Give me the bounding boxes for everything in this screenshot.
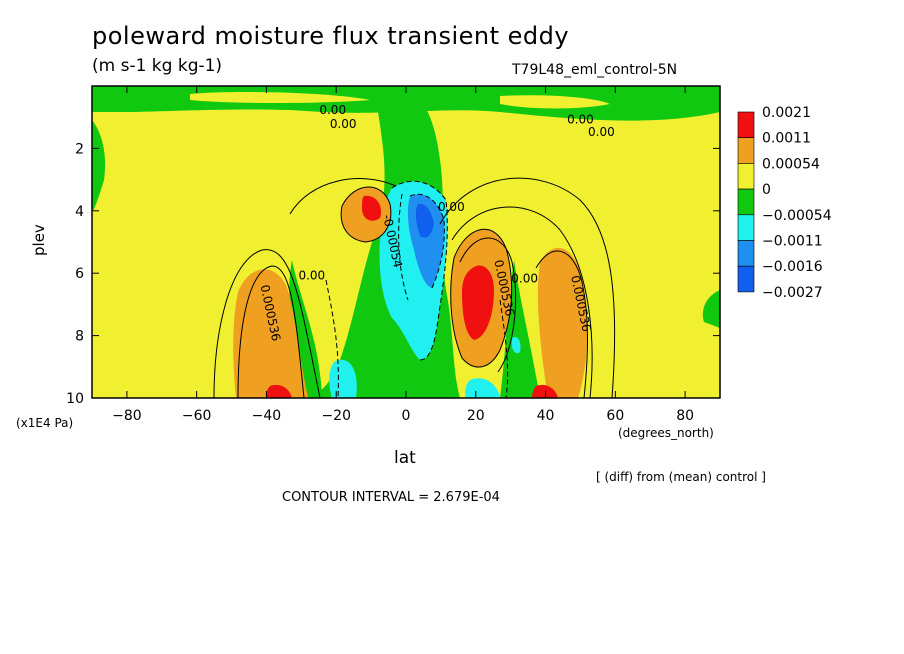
colorbar-label: 0.00054 <box>762 156 820 172</box>
region-positive-top-left <box>190 92 370 103</box>
diff-note: [ (diff) from (mean) control ] <box>596 470 766 484</box>
chart-units: (m s-1 kg kg-1) <box>92 56 223 76</box>
colorbar: 0.0021 0.0011 0.00054 0 −0.00054 −0.0011 −0.00… <box>737 105 832 301</box>
colorbar-swatch <box>737 111 755 139</box>
x-tick-label: −20 <box>321 408 351 424</box>
colorbar-label: 0 <box>762 182 771 198</box>
colorbar-label: 0.0011 <box>762 131 811 147</box>
region-orange-left <box>233 269 308 398</box>
colorbar-swatch <box>737 163 755 190</box>
contour-line <box>340 186 392 243</box>
colorbar-label: −0.00054 <box>762 208 832 224</box>
y-tick-label: 8 <box>75 329 84 345</box>
x-tick-label: −40 <box>252 408 282 424</box>
x-tick-label: 80 <box>676 408 694 424</box>
colorbar-swatch <box>737 188 755 216</box>
chart-title: poleward moisture flux transient eddy <box>92 22 570 50</box>
x-tick-label: −60 <box>182 408 212 424</box>
colorbar-label: −0.0016 <box>762 259 823 275</box>
contour-line <box>237 265 305 398</box>
x-tick-label: −80 <box>112 408 142 424</box>
region-red-lower-left <box>266 384 292 398</box>
y-tick-label: 10 <box>66 391 84 407</box>
region-cyan-small <box>511 336 521 354</box>
colorbar-swatch <box>737 240 755 267</box>
x-tick-label: 60 <box>606 408 624 424</box>
x-tick-label: 0 <box>402 408 411 424</box>
contour-label: 0.00 <box>330 117 357 131</box>
contour-interval: CONTOUR INTERVAL = 2.679E-04 <box>282 490 500 505</box>
colorbar-label: −0.0011 <box>762 234 823 250</box>
contour-line <box>289 178 397 215</box>
region-negative-left <box>92 120 106 212</box>
contour-line <box>325 279 339 398</box>
contour-lines-negative <box>325 180 509 398</box>
contour-line <box>499 299 509 398</box>
y-tick-label: 6 <box>75 266 84 282</box>
contour-label: 0.00 <box>567 112 594 126</box>
contour-lines-positive <box>213 177 616 398</box>
region-deep-blue-core <box>415 203 434 238</box>
contour-line <box>450 228 513 368</box>
axes: −80 −60 −40 −20 0 20 40 60 80 2 4 6 8 10 <box>66 86 720 424</box>
contour-line <box>213 249 321 398</box>
contour-line <box>391 180 448 361</box>
x-tick-label: 20 <box>467 408 485 424</box>
contour-label: 0.00 <box>511 272 538 286</box>
contour-label: 0.00 <box>319 103 346 117</box>
region-positive-top-right <box>500 95 610 109</box>
contour-field <box>92 86 720 398</box>
x-tick-label: 40 <box>537 408 555 424</box>
colorbar-label: 0.0021 <box>762 105 811 121</box>
colorbar-swatch <box>737 265 755 293</box>
y-unit-note: (x1E4 Pa) <box>16 416 74 430</box>
colorbar-label: −0.0027 <box>762 285 823 301</box>
region-red-lower-right <box>532 384 558 398</box>
contour-line <box>398 193 409 301</box>
y-tick-label: 4 <box>75 204 84 220</box>
contour-line <box>451 206 593 398</box>
contour-line <box>459 237 517 373</box>
x-axis-label: lat <box>394 448 416 468</box>
contour-label: 0.00 <box>298 268 325 282</box>
contour-line <box>439 177 616 398</box>
region-cyan-lower-right <box>465 378 500 398</box>
contour-label: 0.00 <box>588 125 615 139</box>
region-orange-right <box>537 247 588 398</box>
region-negative-right <box>702 290 720 328</box>
region-red-central <box>462 265 494 340</box>
contour-label: 0.00 <box>438 200 465 214</box>
contour-line <box>409 193 445 289</box>
region-red-upper <box>362 195 382 221</box>
y-tick-label: 2 <box>75 141 84 157</box>
colorbar-swatch <box>737 137 755 164</box>
colorbar-swatch <box>737 214 755 241</box>
x-unit-note: (degrees_north) <box>618 426 714 440</box>
contour-line <box>535 250 588 398</box>
region-cyan-lower-left <box>329 359 357 398</box>
experiment-label: T79L48_eml_control-5N <box>512 62 678 78</box>
